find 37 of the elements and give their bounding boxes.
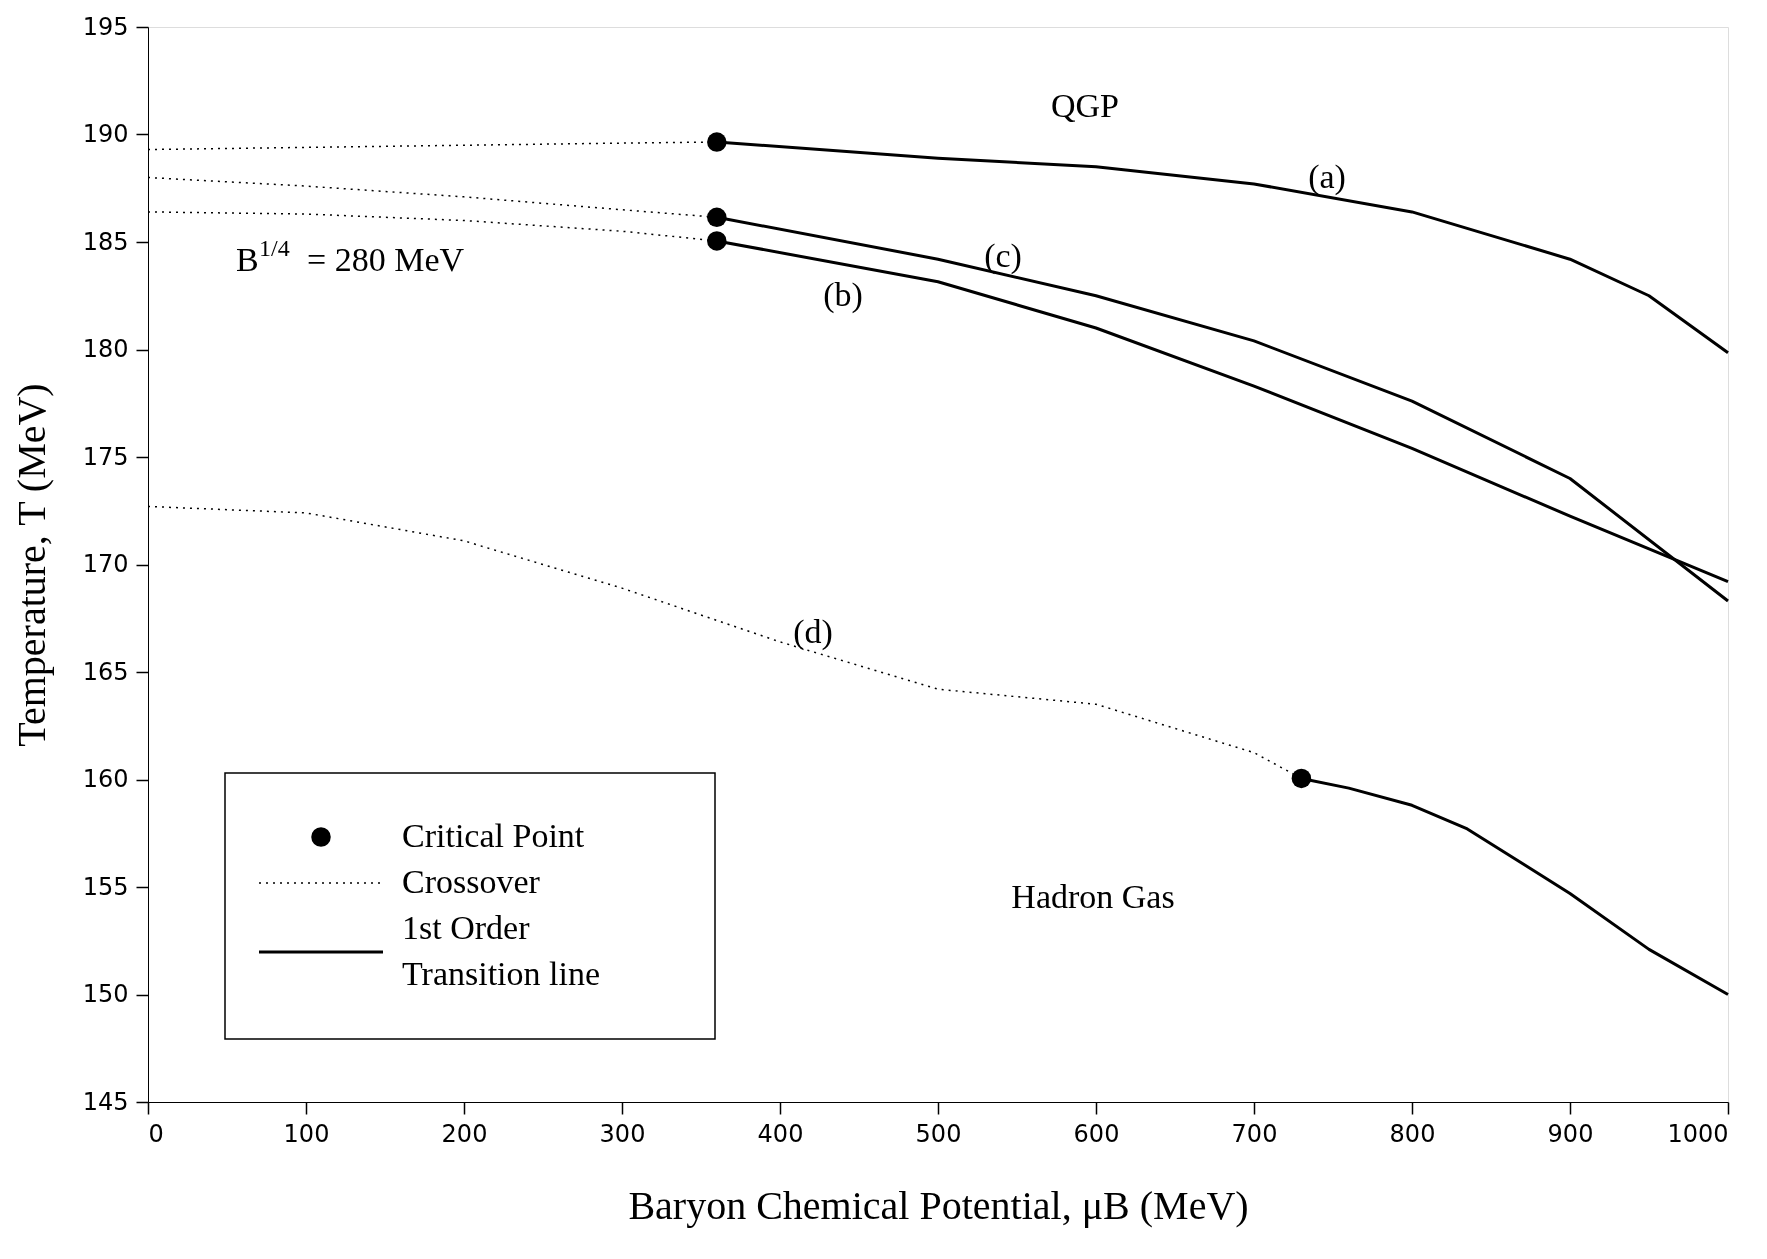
x-tick-label: 1000 xyxy=(1667,1119,1729,1148)
y-tick-label: 190 xyxy=(82,120,129,148)
x-axis-title: Baryon Chemical Potential, μB (MeV) xyxy=(628,1182,1249,1228)
legend-label: Crossover xyxy=(402,863,541,900)
annotation: (a) xyxy=(1308,158,1346,196)
x-tick-label: 0 xyxy=(148,1119,164,1148)
point xyxy=(707,132,727,152)
annotation: Hadron Gas xyxy=(1011,878,1175,915)
y-tick-label: 150 xyxy=(82,980,129,1008)
y-axis-title: Temperature, T (MeV) xyxy=(8,383,54,747)
y-tick-label: 170 xyxy=(82,550,129,578)
y-tick-label: 155 xyxy=(82,872,129,901)
y-tick-label: 180 xyxy=(82,335,129,363)
x-tick-label: 700 xyxy=(1231,1119,1278,1148)
x-tick-label: 600 xyxy=(1073,1119,1120,1148)
annotation: (c) xyxy=(984,237,1022,275)
y-tick-label: 175 xyxy=(82,442,129,471)
x-tick-label: 500 xyxy=(915,1119,962,1148)
y-tick-label: 160 xyxy=(82,765,129,793)
point xyxy=(707,207,727,227)
annotation: QGP xyxy=(1050,87,1120,124)
y-tick-label: 195 xyxy=(82,12,129,41)
annotation: (b) xyxy=(823,276,863,314)
legend-label: Critical Point xyxy=(402,817,585,854)
x-tick-label: 300 xyxy=(599,1119,646,1148)
annotation: (d) xyxy=(793,613,833,651)
x-tick-label: 800 xyxy=(1389,1119,1436,1148)
y-tick-label: 145 xyxy=(82,1087,129,1116)
y-tick-label: 185 xyxy=(82,227,129,256)
point xyxy=(1291,768,1312,789)
x-tick-label: 400 xyxy=(757,1119,804,1148)
point xyxy=(707,231,727,251)
y-tick-label: 165 xyxy=(82,657,129,686)
x-tick-label: 100 xyxy=(283,1119,330,1148)
x-tick-label: 200 xyxy=(441,1119,488,1148)
legend-label: 1st Order Transition line xyxy=(402,909,601,992)
x-tick-label: 900 xyxy=(1547,1119,1594,1148)
